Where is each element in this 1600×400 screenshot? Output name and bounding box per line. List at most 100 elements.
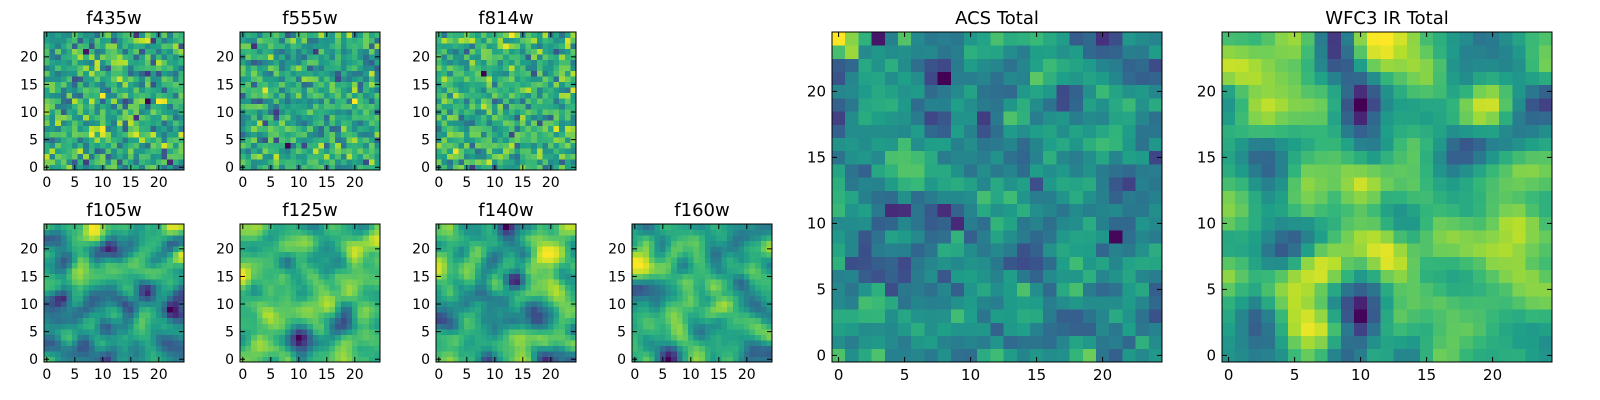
heatmap-cell (357, 120, 364, 127)
heatmap-cell (503, 317, 510, 324)
heatmap-cell (536, 76, 543, 83)
heatmap-cell (1135, 243, 1150, 257)
heatmap-cell (374, 279, 381, 286)
heatmap-cell (937, 322, 952, 336)
heatmap-cell (307, 273, 314, 280)
heatmap-cell (486, 240, 493, 247)
heatmap-cell (542, 109, 549, 116)
heatmap-cell (441, 142, 448, 149)
heatmap-cell (245, 37, 252, 44)
heatmap-cell (458, 70, 465, 77)
heatmap-cell (49, 235, 56, 241)
heatmap-cell (676, 279, 683, 286)
heatmap-cell (49, 125, 56, 132)
heatmap-cell (324, 37, 330, 44)
heatmap-cell (340, 114, 347, 121)
heatmap-cell (262, 87, 269, 94)
heatmap-cell (436, 37, 442, 44)
heatmap-cell (458, 295, 465, 302)
heatmap-cell (727, 317, 734, 324)
heatmap-cell (88, 334, 95, 341)
heatmap-cell (721, 240, 728, 247)
heatmap-cell (167, 125, 174, 132)
heatmap-cell (60, 290, 67, 297)
heatmap-cell (660, 306, 666, 313)
heatmap-cell (111, 356, 118, 363)
heatmap-cell (178, 158, 185, 165)
heatmap-cell (520, 131, 526, 138)
heatmap-cell (704, 262, 711, 269)
heatmap-cell (469, 153, 476, 160)
heatmap-cell (497, 229, 504, 236)
heatmap-cell (251, 246, 258, 252)
heatmap-cell (150, 54, 157, 60)
heatmap-cell (710, 323, 717, 330)
heatmap-cell (83, 246, 90, 252)
heatmap-cell (858, 269, 872, 284)
heatmap-cell (368, 306, 375, 313)
heatmap-cell (279, 158, 286, 165)
heatmap-cell (514, 279, 521, 286)
heatmap-cell (643, 262, 650, 269)
heatmap-cell (88, 76, 95, 83)
heatmap-cell (665, 273, 672, 280)
heatmap-cell (665, 345, 672, 352)
heatmap-cell (268, 109, 274, 116)
heatmap-cell (156, 153, 162, 160)
heatmap-cell (340, 273, 347, 280)
heatmap-cell (559, 158, 566, 165)
y-tick-label: 15 (412, 77, 430, 93)
heatmap-cell (732, 301, 739, 308)
heatmap-cell (116, 54, 123, 60)
heatmap-cell (122, 279, 129, 286)
heatmap-cell (721, 328, 728, 335)
heatmap-cell (301, 339, 308, 346)
heatmap-cell (520, 323, 526, 330)
heatmap-cell (643, 350, 650, 357)
heatmap-cell (122, 142, 129, 149)
heatmap-cell (637, 356, 644, 363)
heatmap-cell (475, 125, 482, 132)
heatmap-cell (240, 120, 246, 127)
heatmap-cell (279, 284, 286, 291)
heatmap-cell (732, 356, 739, 363)
heatmap-cell (346, 306, 353, 313)
heatmap-cell (256, 70, 263, 77)
heatmap-cell (721, 290, 728, 297)
heatmap-cell (77, 54, 84, 60)
heatmap-cell (452, 301, 459, 308)
heatmap-cell (279, 312, 286, 319)
heatmap-cell (525, 153, 532, 160)
heatmap-cell (156, 125, 162, 132)
heatmap-cell (273, 103, 280, 110)
heatmap-cell (553, 339, 560, 346)
heatmap-cell (324, 136, 330, 143)
heatmap-cell (150, 240, 157, 247)
heatmap-cell (1043, 282, 1057, 297)
heatmap-cell (1082, 177, 1097, 191)
heatmap-cell (553, 48, 560, 55)
heatmap-cell (374, 70, 381, 77)
heatmap-cell (133, 87, 140, 94)
heatmap-cell (548, 339, 554, 346)
heatmap-cell (240, 257, 246, 264)
heatmap-cell (357, 345, 364, 352)
heatmap-cell (122, 76, 129, 83)
heatmap-cell (648, 350, 655, 357)
heatmap-cell (55, 328, 62, 335)
heatmap-cell (100, 120, 106, 127)
heatmap-cell (648, 339, 655, 346)
heatmap-cell (452, 290, 459, 297)
heatmap-cell (77, 164, 84, 171)
y-tick-label: 0 (421, 352, 430, 368)
heatmap-cell (116, 43, 123, 49)
heatmap-cell (744, 284, 750, 291)
heatmap-cell (760, 334, 767, 341)
heatmap-cell (66, 136, 73, 143)
heatmap-cell (732, 235, 739, 241)
heatmap-cell (66, 224, 73, 230)
heatmap-cell (161, 323, 168, 330)
heatmap-cell (49, 273, 56, 280)
heatmap-cell (732, 229, 739, 236)
